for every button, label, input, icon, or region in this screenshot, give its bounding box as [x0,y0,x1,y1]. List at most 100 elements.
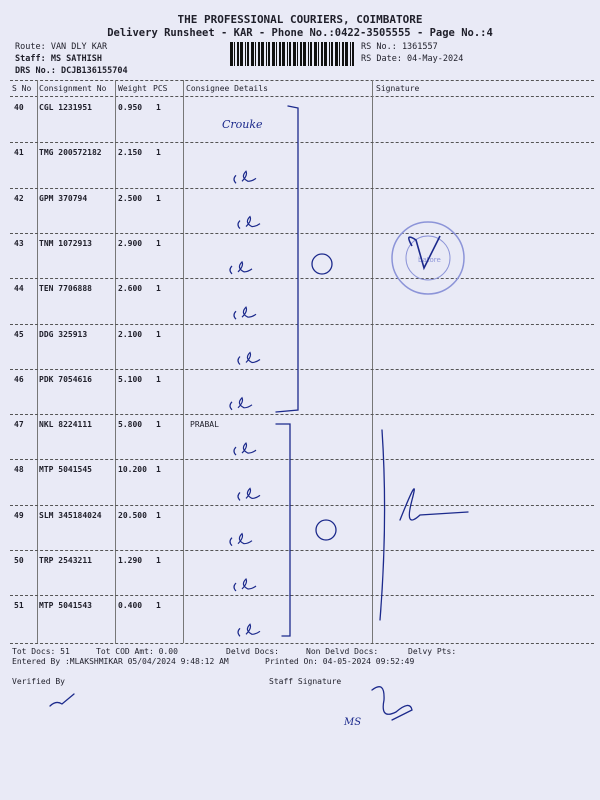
barcode-bar [247,42,249,66]
cell-sno: 49 [14,510,24,520]
barcode-bar [234,42,235,66]
barcode-bar [272,42,275,66]
staff-signature [371,686,413,721]
column-line [183,80,184,643]
cell-consignment: TMG 200572182 [39,148,102,158]
barcode-bar [240,42,243,66]
company-stamp: batore [391,221,465,295]
cell-consignment: MTP 5041545 [39,465,92,475]
cell-consignment: NKL 8224111 [39,420,92,430]
signature-mark [399,488,469,521]
cell-consignment: PDK 7054616 [39,374,92,384]
row-divider [10,142,594,144]
cell-weight: 0.950 [118,103,143,112]
cell-sno: 46 [14,374,24,384]
barcode-bar [345,42,348,66]
col-signature: Signature [376,84,420,93]
cell-sno: 42 [14,193,24,203]
cell-pcs: 1 [156,465,161,475]
cell-consignment: SLM 345184024 [39,510,102,520]
row-divider [10,550,594,551]
cell-pcs: 1 [156,374,161,384]
cell-consignment: CGL 1231951 [39,103,92,112]
col-consignee: Consignee Details [186,84,268,93]
barcode-bar [314,42,317,66]
barcode-bar [310,42,312,66]
cell-weight: 5.100 [118,374,143,384]
barcode-bar [276,42,277,66]
company-name: THE PROFESSIONAL COURIERS, COIMBATORE [177,13,423,26]
route: Route: VAN DLY KAR [15,42,108,52]
barcode-bar [230,42,233,66]
cell-consignment: GPM 370794 [39,193,88,203]
column-line [115,80,116,643]
rs-date: RS Date: 04-May-2024 [361,54,464,64]
barcode-bar [251,42,254,66]
staff: Staff: MS SATHISH [15,54,102,64]
cell-consignee: PRABAL [190,420,219,430]
staff-signature-label: Staff Signature [269,677,342,686]
non-delivered-docs: Non Delvd Docs: [306,647,379,656]
cell-sno: 45 [14,329,24,339]
cell-weight: 0.400 [118,601,143,611]
row-divider [10,504,594,506]
barcode-bar [329,42,330,66]
barcode-bar [342,42,344,66]
barcode-bar [321,42,323,66]
runsheet-title: Delivery Runsheet - KAR - Phone No.:0422… [107,27,493,39]
total-docs: Tot Docs: 51 [12,647,70,656]
barcode-bar [297,42,298,66]
cell-pcs: 1 [156,148,161,158]
barcode-bar [324,42,327,66]
staff-initials: MS [343,717,361,728]
cell-weight: 2.100 [118,329,143,339]
entered-by: Entered By :MLAKSHMIKAR 05/04/2024 9:48:… [12,657,229,666]
cell-weight: 20.500 [118,510,147,520]
barcode-bar [282,42,285,66]
row-divider [10,368,594,370]
barcode-bar [237,42,239,66]
barcode-bar [350,42,351,66]
verified-initial [49,693,75,707]
cell-pcs: 1 [156,556,161,565]
barcode-bar [303,42,306,66]
delivered-docs: Delvd Docs: [226,647,279,656]
barcode-bar [279,42,281,66]
barcode-bar [335,42,338,66]
barcode-bar [293,42,296,66]
barcode-bar [287,42,288,66]
barcode-bar [339,42,340,66]
row-divider [10,414,594,416]
barcode-bar [255,42,256,66]
initials-mark [229,396,253,411]
cell-sno: 48 [14,465,24,475]
bracket-mark [275,105,299,413]
initials-mark [233,306,257,320]
initials-mark [237,487,261,501]
drs-number: DRS No.: DCJB136155704 [15,66,128,76]
initials-mark [229,532,253,547]
cell-pcs: 1 [156,103,161,112]
signature-line [379,429,386,621]
initials-mark [237,215,261,230]
rs-number: RS No.: 1361557 [361,42,438,52]
barcode-bar [268,42,270,66]
cell-weight: 2.900 [118,238,143,248]
row-divider [10,187,594,189]
barcode [230,42,354,66]
cell-consignment: TRP 2543211 [39,556,92,565]
cell-weight: 1.290 [118,556,143,565]
divider [10,80,594,81]
cell-consignment: MTP 5041543 [39,601,92,611]
column-line [372,80,373,643]
cell-pcs: 1 [156,329,161,339]
cell-weight: 2.500 [118,193,143,203]
initials-mark [237,351,261,365]
bracket-mark [275,423,291,637]
col-consignment: Consignment No [39,84,107,93]
row-divider [10,232,594,234]
cell-sno: 44 [14,284,24,294]
printed-on: Printed On: 04-05-2024 09:52:49 [265,657,415,666]
circle-mark [315,519,337,541]
